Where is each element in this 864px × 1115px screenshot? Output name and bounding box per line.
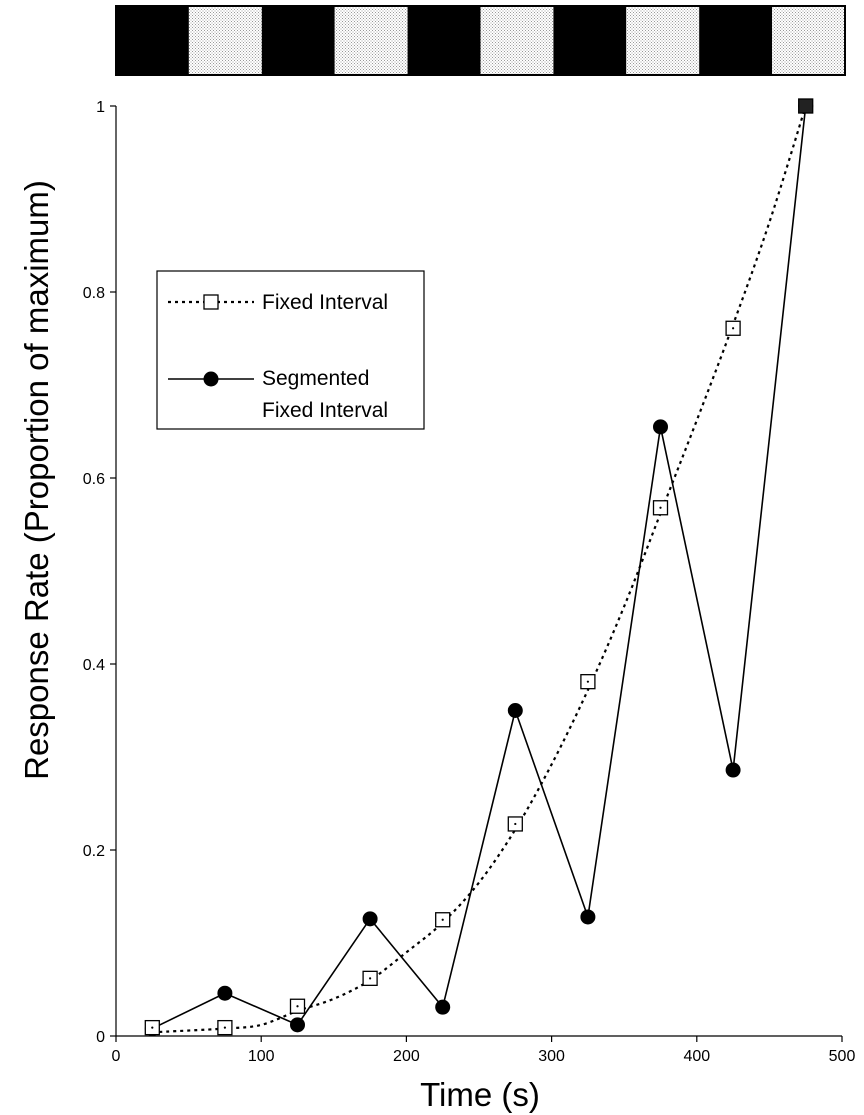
fixed-interval-fit-curve xyxy=(152,105,807,1034)
axes xyxy=(110,105,843,1042)
fixed-interval-point-center xyxy=(151,1026,154,1029)
fixed-interval-point-center xyxy=(441,918,444,921)
segmented-fixed-interval-point xyxy=(580,909,596,925)
x-tick-label: 0 xyxy=(112,1048,121,1065)
fixed-interval-point xyxy=(798,98,814,114)
segmented-fixed-interval-point xyxy=(217,985,233,1001)
fixed-interval-point-center xyxy=(296,1005,299,1008)
legend-segmented-label-line: Fixed Interval xyxy=(262,399,388,422)
fixed-interval-point-center xyxy=(223,1026,226,1029)
legend-fixed-interval-label: Fixed Interval xyxy=(262,291,388,314)
segmented-fixed-interval-line xyxy=(151,105,807,1030)
segmented-fixed-interval-point xyxy=(290,1017,305,1033)
y-tick-label: 1 xyxy=(96,99,105,116)
y-axis-title: Response Rate (Proportion of maximum) xyxy=(18,180,55,780)
stimulus-segment-black xyxy=(261,6,335,75)
stimulus-segment-black xyxy=(407,6,481,75)
y-tick-label: 0.6 xyxy=(83,471,105,488)
stimulus-segment-black xyxy=(116,6,189,75)
segmented-fixed-interval-point xyxy=(362,911,378,927)
legend-segmented-label-line: Segmented xyxy=(262,367,369,390)
y-tick-label: 0.4 xyxy=(83,657,105,674)
stimulus-segment-dotted xyxy=(772,6,845,75)
fixed-interval-fit-line xyxy=(152,105,807,1034)
fixed-interval-point-center xyxy=(586,680,590,683)
segmented-fixed-interval-point xyxy=(725,762,741,778)
y-tick-label: 0 xyxy=(96,1029,105,1046)
y-tick-label: 0.8 xyxy=(83,285,105,302)
tick-labels: 0 100 200 300 400 500 0 0.2 0.4 0.6 0.8 1 xyxy=(83,99,856,1065)
segmented-fixed-interval-polyline xyxy=(151,105,807,1030)
segmented-fixed-interval-point xyxy=(507,703,523,718)
legend-segmented-marker xyxy=(203,371,219,387)
stimulus-segment-black xyxy=(553,6,627,75)
legend-box xyxy=(156,270,425,430)
stimulus-segment-dotted xyxy=(480,6,554,75)
fixed-interval-point-center xyxy=(369,977,372,980)
y-tick-label: 0.2 xyxy=(83,843,105,860)
stimulus-bar-border xyxy=(115,5,846,76)
stimulus-bar xyxy=(115,5,846,76)
x-tick-label: 200 xyxy=(393,1048,420,1065)
stimulus-segment-dotted xyxy=(188,6,262,75)
stimulus-segment-dotted xyxy=(626,6,700,75)
fixed-interval-point-center xyxy=(659,506,662,509)
x-tick-label: 100 xyxy=(248,1048,275,1065)
x-tick-label: 300 xyxy=(538,1048,565,1065)
stimulus-segment-dotted xyxy=(334,6,408,75)
x-tick-label: 400 xyxy=(683,1048,710,1065)
x-axis-title: Time (s) xyxy=(420,1076,540,1113)
legend-fixed-interval-marker xyxy=(203,294,219,310)
stimulus-segment-black xyxy=(699,6,773,75)
legend: Fixed Interval Segmented Fixed Interval xyxy=(156,270,425,430)
fixed-interval-point-center xyxy=(732,327,735,330)
segmented-fixed-interval-point xyxy=(435,999,451,1015)
segmented-fixed-interval-point xyxy=(653,419,668,435)
x-tick-label: 500 xyxy=(829,1048,856,1065)
data-markers xyxy=(144,98,814,1037)
fixed-interval-point-center xyxy=(514,822,517,826)
